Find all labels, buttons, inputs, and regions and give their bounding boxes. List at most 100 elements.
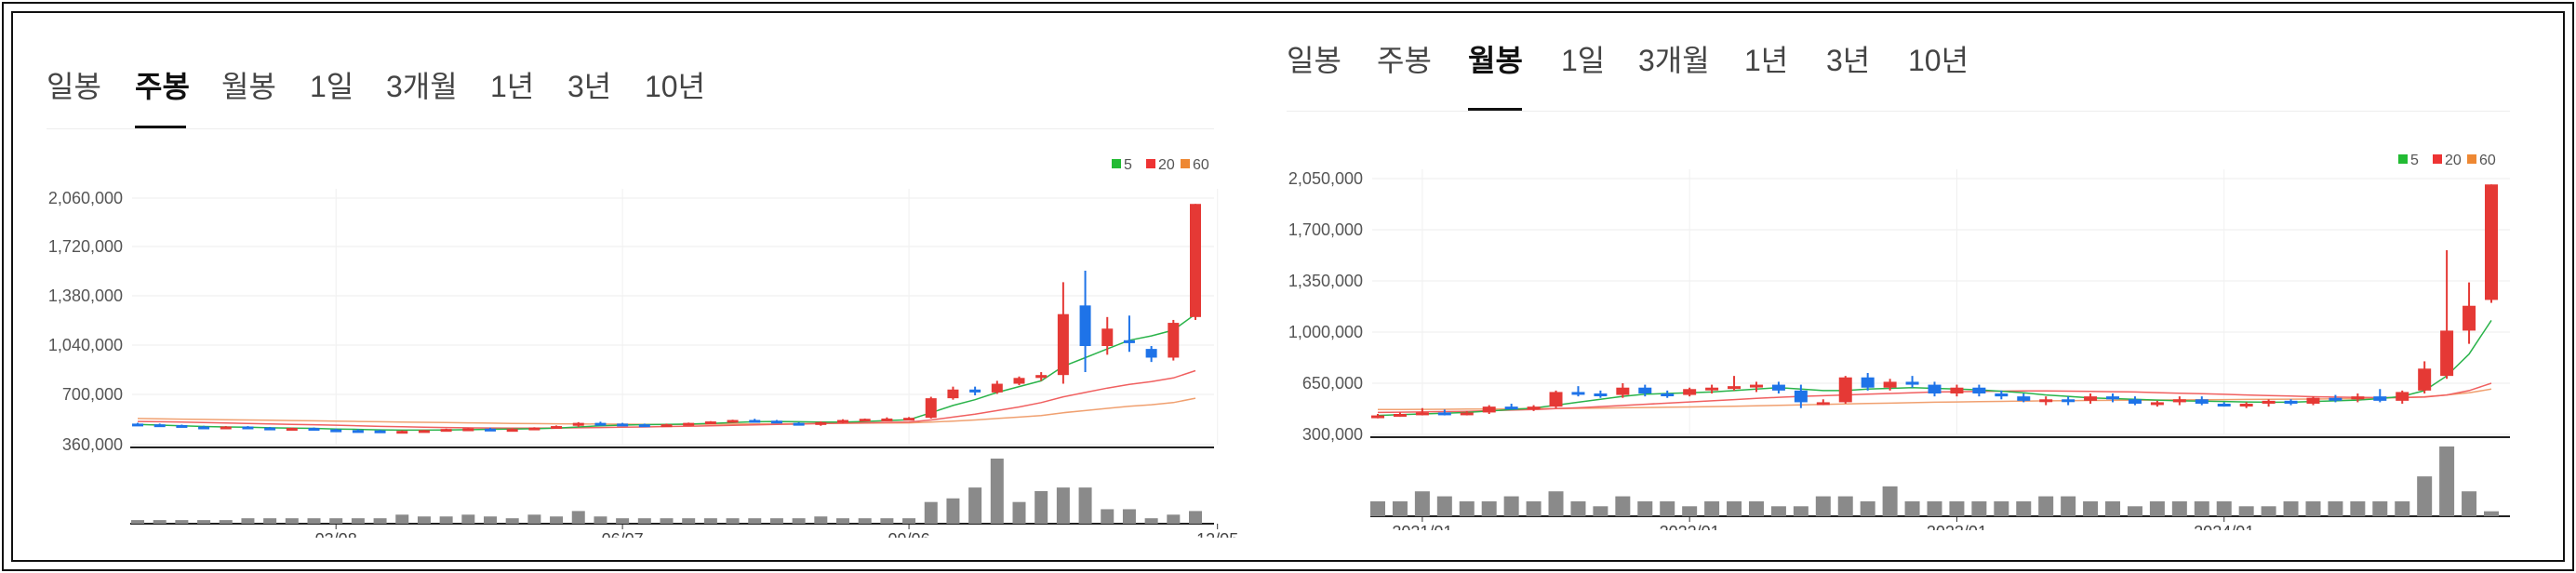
tab-1year[interactable]: 1년 <box>1744 44 1789 77</box>
legend-label-60: 60 <box>2479 153 2496 168</box>
candle-body <box>1928 384 1942 393</box>
tab-3years[interactable]: 3년 <box>567 70 612 103</box>
volume-bar <box>1927 500 1942 516</box>
tab-daily[interactable]: 일봉 <box>47 70 101 103</box>
candle-body <box>2485 184 2498 300</box>
candle-body <box>1035 375 1048 379</box>
volume-bar <box>2372 500 2388 516</box>
volume-bar <box>660 518 674 524</box>
candle-body <box>2106 396 2120 400</box>
y-tick-label: 1,350,000 <box>1288 272 1363 290</box>
tab-1year[interactable]: 1년 <box>490 70 535 103</box>
candle-body <box>2373 396 2387 401</box>
volume-bar <box>153 520 167 524</box>
legend-swatch-60 <box>1181 159 1190 168</box>
monthly-candlestick-chart[interactable]: 2,050,000 1,700,000 1,350,000 1,000,000 650,… <box>1287 121 2533 530</box>
candle-body <box>661 424 673 428</box>
y-tick-label: 2,060,000 <box>48 189 123 207</box>
volume-bar <box>351 518 365 524</box>
ma-line-5 <box>137 313 1196 432</box>
candle-body <box>132 423 143 427</box>
volume-bar <box>1078 487 1092 524</box>
legend-label-5: 5 <box>1124 157 1132 173</box>
candle-body <box>1838 377 1852 403</box>
tab-3years[interactable]: 3년 <box>1826 44 1871 77</box>
candle-body <box>859 419 871 422</box>
volume-bar <box>329 518 343 524</box>
inner-frame <box>11 11 2565 562</box>
volume-bar <box>2216 500 2232 516</box>
candle-body <box>2172 399 2186 403</box>
legend-swatch-5 <box>2398 154 2408 164</box>
candle-body <box>683 422 695 426</box>
tab-1day[interactable]: 1일 <box>310 70 354 103</box>
volume-bar <box>461 514 475 524</box>
tab-1day[interactable]: 1일 <box>1561 44 1606 77</box>
volume-bar <box>2016 500 2032 516</box>
candle-body <box>1905 381 1919 385</box>
candle-body <box>440 429 452 433</box>
tab-3months[interactable]: 3개월 <box>386 70 458 103</box>
tab-monthly[interactable]: 월봉 <box>221 70 276 103</box>
tab-daily[interactable]: 일봉 <box>1287 44 1341 77</box>
volume-bar <box>1793 506 1809 516</box>
candle-body <box>1079 305 1091 346</box>
weekly-candlestick-chart[interactable]: 2,060,000 1,720,000 1,380,000 1,040,000 700,… <box>47 147 1247 538</box>
candle-body <box>1995 393 2009 397</box>
y-tick-label: 650,000 <box>1302 374 1363 393</box>
candle-body <box>2039 399 2053 403</box>
volume-bar <box>836 518 849 524</box>
candle-body <box>2150 402 2164 406</box>
tab-monthly[interactable]: 월봉 <box>1468 44 1523 77</box>
candle-body <box>1101 328 1114 346</box>
candle-body <box>551 426 563 430</box>
volume-bar <box>1615 496 1631 516</box>
volume-bar <box>2149 500 2165 516</box>
volume-bar <box>1815 496 1831 516</box>
candle-body <box>1013 378 1025 384</box>
y-tick-label: 300,000 <box>1302 425 1363 444</box>
volume-bar <box>990 459 1004 524</box>
candle-body <box>330 429 342 433</box>
candle-body <box>1950 387 1964 393</box>
volume-bar <box>2105 500 2121 516</box>
tab-weekly[interactable]: 주봉 <box>1377 44 1432 77</box>
volume-bar <box>1392 500 1408 516</box>
volume-bar <box>1660 500 1675 516</box>
candle-body <box>572 422 584 426</box>
tab-weekly[interactable]: 주봉 <box>135 70 190 103</box>
tab-10years[interactable]: 10년 <box>1908 44 1969 77</box>
candle-body <box>1190 204 1201 317</box>
y-tick-label: 1,720,000 <box>48 237 123 256</box>
volume-bar <box>726 518 740 524</box>
tab-3months[interactable]: 3개월 <box>1638 44 1710 77</box>
tab-divider <box>47 128 1214 129</box>
volume-bar <box>1837 496 1853 516</box>
candle-body <box>1504 406 1518 410</box>
candle-body <box>881 418 893 421</box>
volume-bar <box>2417 476 2433 516</box>
tab-divider <box>1287 111 2510 112</box>
volume-bar <box>241 518 255 524</box>
candle-body <box>1705 387 1719 391</box>
candle-body <box>1594 393 1608 396</box>
volume-bar <box>2439 446 2455 516</box>
candle-body <box>2329 397 2342 401</box>
legend-swatch-20 <box>1146 159 1155 168</box>
volume-bar <box>1436 496 1452 516</box>
legend-label-20: 20 <box>2445 153 2462 168</box>
volume-bar <box>1570 500 1586 516</box>
volume-bar <box>2328 500 2343 516</box>
candle-body <box>1816 402 1830 406</box>
candle-body <box>462 428 474 432</box>
volume-bar <box>2194 500 2209 516</box>
volume-bar <box>395 514 409 524</box>
tab-10years[interactable]: 10년 <box>645 70 706 103</box>
candle-body <box>1883 381 1897 388</box>
volume-bar <box>505 518 519 524</box>
candle-body <box>1861 377 1875 388</box>
candle-body <box>2128 399 2142 404</box>
candle-body <box>2239 404 2253 406</box>
candle-body <box>991 383 1003 393</box>
